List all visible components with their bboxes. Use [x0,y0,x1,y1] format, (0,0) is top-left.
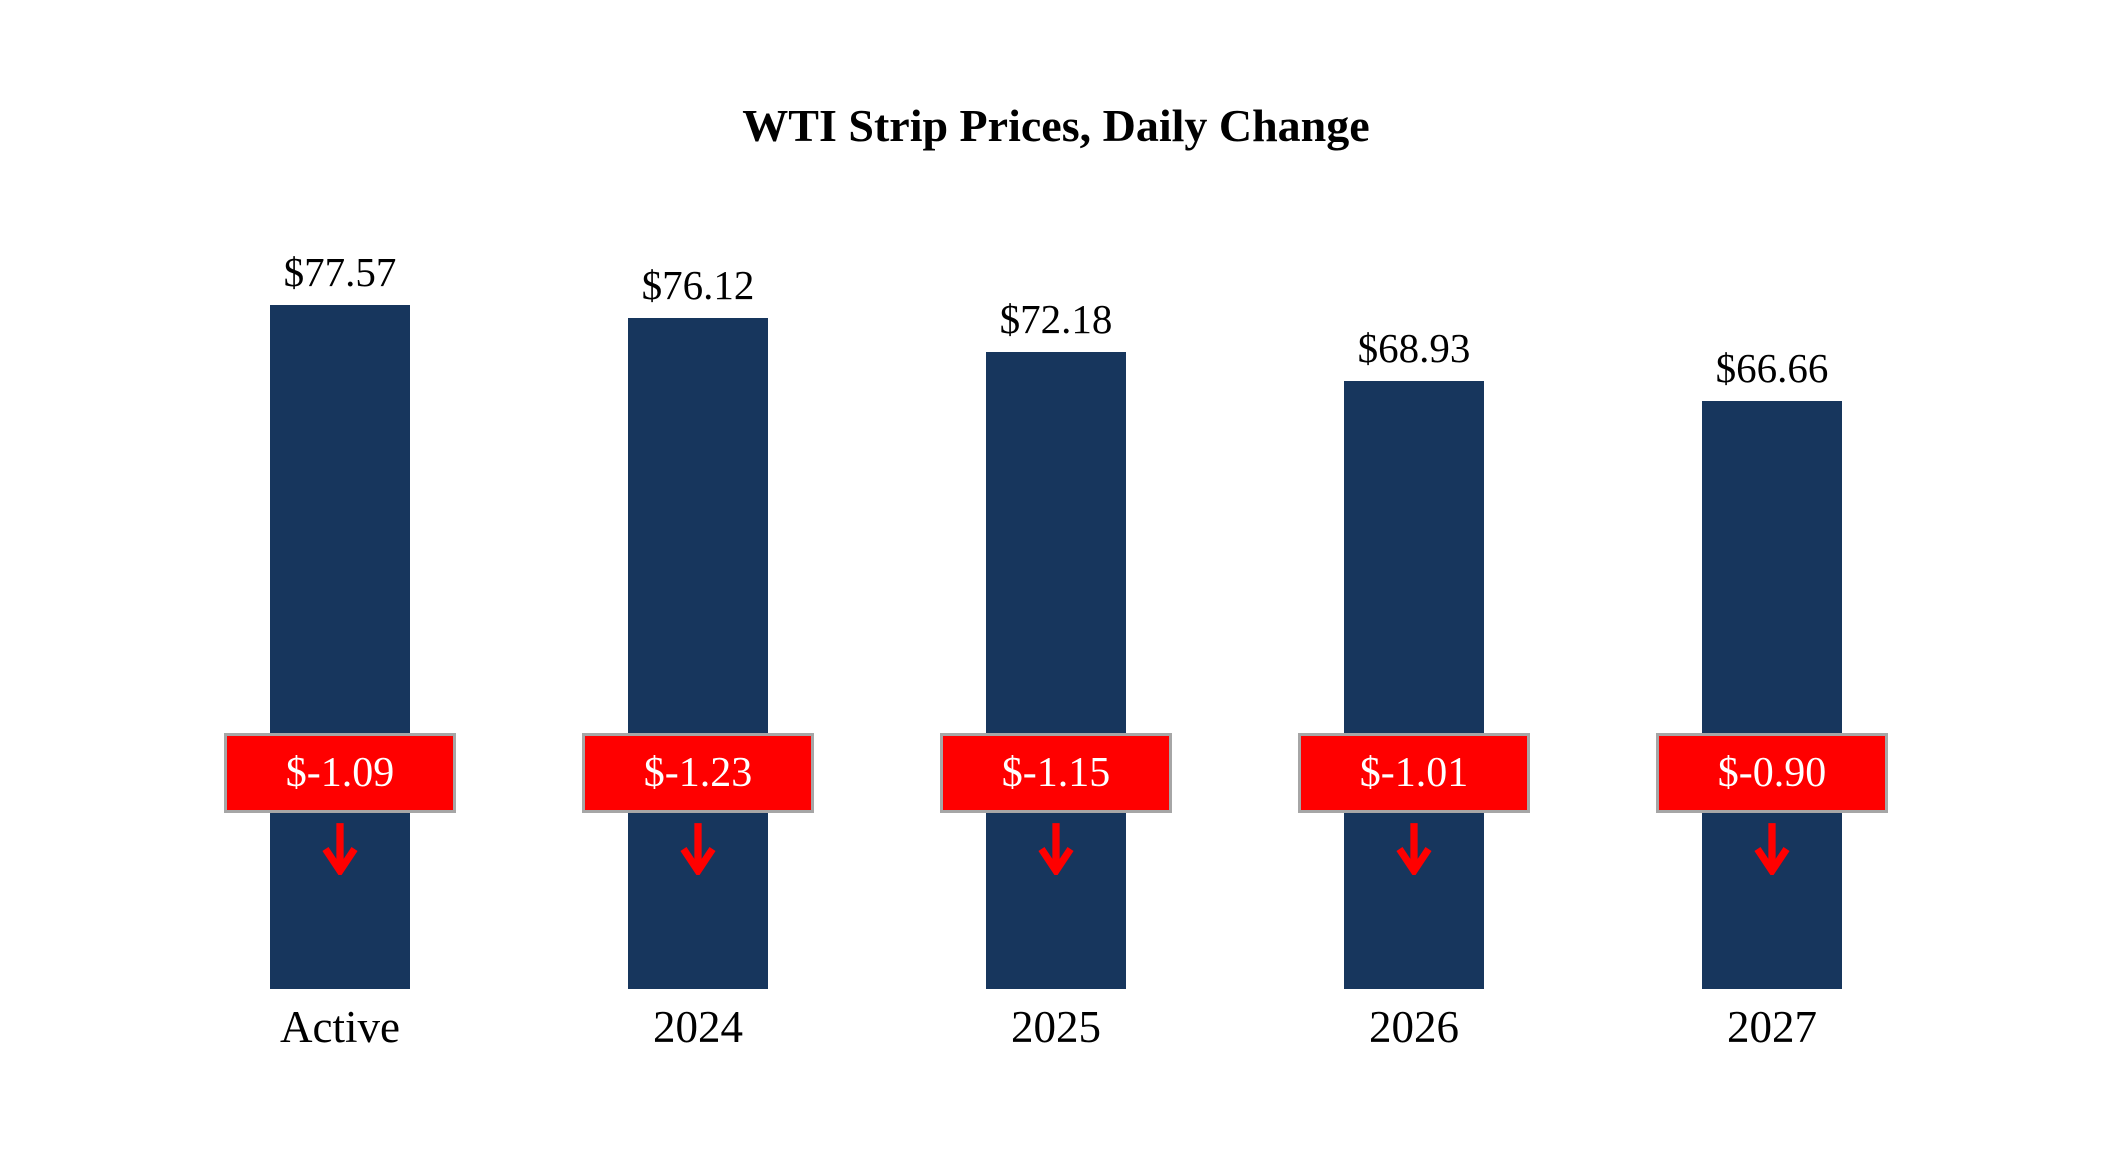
plot-area-2026: $68.93 $-1.01 [1235,237,1593,989]
plot-area-active: $77.57 $-1.09 [161,237,519,989]
price-label: $72.18 [999,295,1113,342]
price-bar [1702,400,1842,989]
plot-area-2025: $72.18 $-1.15 [877,237,1235,989]
bar-chart: $77.57 $-1.09 Active $76.12 $-1.23 2024 [161,237,1951,1053]
chart-column-active: $77.57 $-1.09 Active [161,237,519,1053]
chart-column-2026: $68.93 $-1.01 2026 [1235,237,1593,1053]
chart-title: WTI Strip Prices, Daily Change [742,100,1370,151]
price-label: $76.12 [641,261,755,308]
category-label: 2027 [1727,1001,1817,1052]
down-arrow-icon [316,821,364,875]
down-arrow-icon [1748,821,1796,875]
price-label: $66.66 [1715,344,1829,391]
price-label: $77.57 [283,248,397,295]
category-label: 2026 [1369,1001,1459,1052]
chart-column-2025: $72.18 $-1.15 2025 [877,237,1235,1053]
price-bar [986,351,1126,989]
price-bar [628,317,768,989]
price-bar [270,304,410,989]
down-arrow-icon [674,821,722,875]
change-badge: $-1.23 [582,732,814,813]
category-label: 2024 [653,1001,743,1052]
change-badge: $-1.09 [224,732,456,813]
category-label: Active [280,1001,400,1052]
plot-area-2024: $76.12 $-1.23 [519,237,877,989]
down-arrow-icon [1032,821,1080,875]
plot-area-2027: $66.66 $-0.90 [1593,237,1951,989]
category-label: 2025 [1011,1001,1101,1052]
change-badge: $-1.15 [940,732,1172,813]
change-badge: $-0.90 [1656,732,1888,813]
down-arrow-icon [1390,821,1438,875]
price-bar [1344,380,1484,989]
chart-column-2024: $76.12 $-1.23 2024 [519,237,877,1053]
change-badge: $-1.01 [1298,732,1530,813]
price-label: $68.93 [1357,324,1471,371]
chart-column-2027: $66.66 $-0.90 2027 [1593,237,1951,1053]
